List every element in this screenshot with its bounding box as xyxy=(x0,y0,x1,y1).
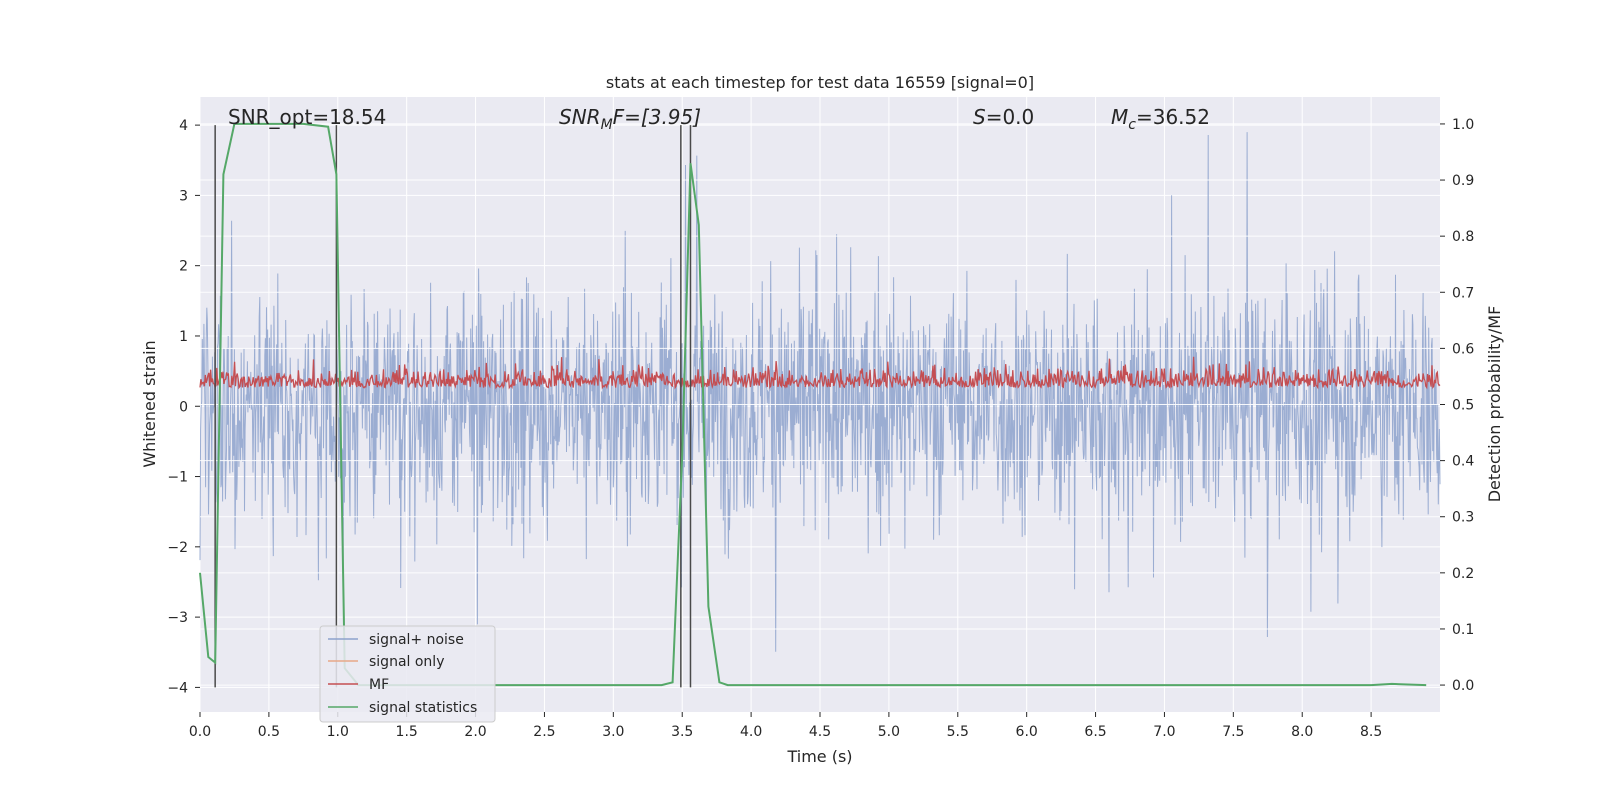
legend-label: signal+ noise xyxy=(369,632,464,648)
y-right-tick-label: 0.1 xyxy=(1452,622,1474,638)
legend-item-signal-statistics: signal statistics xyxy=(328,700,477,716)
annotation-snr-opt: SNR_opt=18.54 xyxy=(228,105,386,129)
annotation-mc: Mc=36.52 xyxy=(1111,105,1210,133)
x-tick-label: 6.5 xyxy=(1084,724,1106,740)
y-tick-label: 3 xyxy=(179,188,188,204)
snr-mf-name: SNR xyxy=(559,105,601,129)
y-right-tick-label: 0.4 xyxy=(1452,454,1474,470)
y-tick-label: −4 xyxy=(167,680,188,696)
x-tick-label: 3.0 xyxy=(602,724,624,740)
chart-title: stats at each timestep for test data 165… xyxy=(606,73,1034,92)
s-rest: =0.0 xyxy=(986,105,1035,129)
mc-sub: c xyxy=(1128,117,1136,133)
annotation-snr-mf: SNRMF=[3.95] xyxy=(559,105,701,133)
x-tick-label: 7.0 xyxy=(1153,724,1175,740)
legend-item-mf: MF xyxy=(328,677,389,693)
legend: signal+ noise signal only MF signal stat… xyxy=(319,625,496,723)
x-tick-label: 7.5 xyxy=(1222,724,1244,740)
x-tick-label: 0.5 xyxy=(258,724,280,740)
annotation-s: S=0.0 xyxy=(973,105,1034,129)
y-right-tick-label: 0.7 xyxy=(1452,285,1474,301)
series-mf xyxy=(199,356,1441,390)
x-tick-label: 8.0 xyxy=(1291,724,1313,740)
y-right-tick-label: 1.0 xyxy=(1452,117,1474,133)
snr-mf-rest: F=[3.95] xyxy=(613,105,701,129)
y-right-tick-label: 0.0 xyxy=(1452,678,1474,694)
legend-label: signal only xyxy=(369,654,444,670)
x-tick-label: 3.5 xyxy=(671,724,693,740)
y-right-tick-label: 0.5 xyxy=(1452,398,1474,414)
series-signal-statistics xyxy=(199,122,1427,687)
x-tick-label: 5.5 xyxy=(947,724,969,740)
series-signal-plus-noise xyxy=(199,123,1441,686)
y-axis-label: Whitened strain xyxy=(140,340,159,467)
mc-name: M xyxy=(1111,105,1128,129)
legend-item-signal-plus-noise: signal+ noise xyxy=(328,632,464,648)
x-tick-label: 0.0 xyxy=(189,724,211,740)
x-tick-label: 1.5 xyxy=(396,724,418,740)
x-axis-label: Time (s) xyxy=(786,747,852,766)
y-tick-label: −2 xyxy=(167,540,188,556)
x-tick-label: 5.0 xyxy=(878,724,900,740)
s-name: S xyxy=(973,105,986,129)
y-right-tick-label: 0.2 xyxy=(1452,566,1474,582)
y-tick-label: 0 xyxy=(179,399,188,415)
y-tick-label: 2 xyxy=(179,259,188,275)
snr-mf-sub: M xyxy=(601,117,613,133)
x-tick-label: 6.0 xyxy=(1016,724,1038,740)
x-tick-label: 8.5 xyxy=(1360,724,1382,740)
legend-item-signal-only: signal only xyxy=(328,654,444,670)
legend-label: signal statistics xyxy=(369,700,477,716)
series-line-mf xyxy=(199,356,1441,390)
y-tick-label: 4 xyxy=(179,118,188,134)
y-right-axis-ticks: 0.0 0.1 0.2 0.3 0.4 0.5 0.6 0.7 0.8 0.9 1.0 xyxy=(1440,117,1474,694)
x-tick-label: 4.5 xyxy=(809,724,831,740)
x-tick-label: 2.0 xyxy=(464,724,486,740)
y-tick-label: −3 xyxy=(167,610,188,626)
y-right-tick-label: 0.3 xyxy=(1452,510,1474,526)
y-right-tick-label: 0.8 xyxy=(1452,229,1474,245)
x-tick-label: 4.0 xyxy=(740,724,762,740)
y-axis-ticks: −4 −3 −2 −1 0 1 2 3 4 xyxy=(167,118,200,696)
y-right-axis-label: Detection probability/MF xyxy=(1485,306,1504,503)
y-right-tick-label: 0.6 xyxy=(1452,341,1474,357)
y-right-tick-label: 0.9 xyxy=(1452,173,1474,189)
series-line-signal-plus-noise xyxy=(199,132,1441,652)
y-tick-label: −1 xyxy=(167,470,188,486)
legend-box xyxy=(319,625,496,723)
x-axis-ticks: 0.0 0.5 1.0 1.5 2.0 2.5 3.0 3.5 4.0 4.5 5.0 5.5 6.0 6… xyxy=(189,712,1382,740)
legend-label: MF xyxy=(369,677,389,693)
x-tick-label: 1.0 xyxy=(327,724,349,740)
y-tick-label: 1 xyxy=(179,329,188,345)
x-tick-label: 2.5 xyxy=(533,724,555,740)
mc-rest: =36.52 xyxy=(1136,105,1210,129)
series-line-signal-statistics xyxy=(199,122,1427,687)
